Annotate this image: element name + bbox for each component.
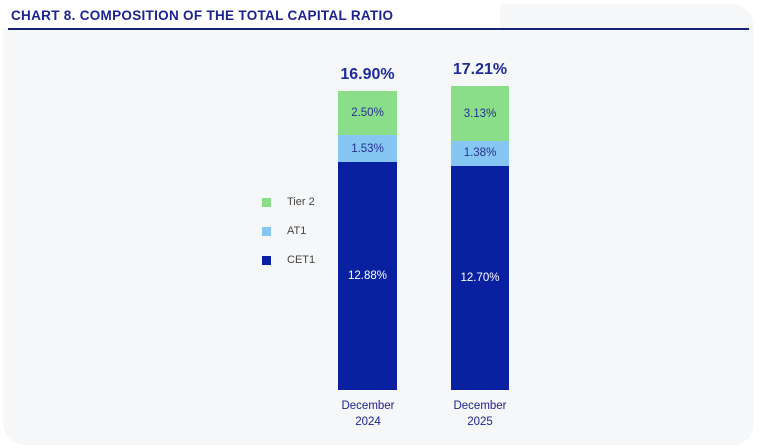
stacked-bar-december-2025: 17.21% 3.13% 1.38% 12.70% xyxy=(451,61,509,390)
at1-value-label: 1.38% xyxy=(463,147,497,160)
tier2-swatch-icon xyxy=(262,197,271,207)
category-year: 2024 xyxy=(355,415,381,428)
category-month: December xyxy=(453,400,507,412)
category-year: 2025 xyxy=(467,415,493,428)
title-background xyxy=(0,4,500,28)
x-axis-label-december-2024: December 2024 xyxy=(323,399,413,430)
legend-item-at1: AT1 xyxy=(262,225,315,237)
legend-item-tier2: Tier 2 xyxy=(262,196,315,208)
tier2-segment: 2.50% xyxy=(338,91,397,136)
chart-title: CHART 8. COMPOSITION OF THE TOTAL CAPITA… xyxy=(11,8,394,23)
cet1-value-label: 12.70% xyxy=(460,271,500,284)
legend-label: AT1 xyxy=(287,225,307,237)
cet1-swatch-icon xyxy=(262,255,271,265)
at1-segment: 1.53% xyxy=(338,135,397,163)
tier2-value-label: 2.50% xyxy=(351,107,384,120)
at1-swatch-icon xyxy=(262,226,271,236)
legend-label: CET1 xyxy=(287,254,316,266)
title-underline xyxy=(8,28,749,30)
x-axis-label-december-2025: December 2025 xyxy=(435,399,525,430)
legend: Tier 2 AT1 CET1 xyxy=(262,196,315,266)
at1-value-label: 1.53% xyxy=(351,142,384,155)
stacked-bar-december-2024: 16.90% 2.50% 1.53% 12.88% xyxy=(338,66,397,390)
total-capital-ratio-label: 17.21% xyxy=(452,60,508,78)
cet1-value-label: 12.88% xyxy=(347,270,387,283)
tier2-segment: 3.13% xyxy=(451,85,509,142)
category-month: December xyxy=(341,400,395,412)
legend-label: Tier 2 xyxy=(287,196,315,208)
tier2-value-label: 3.13% xyxy=(463,107,497,120)
cet1-segment: 12.70% xyxy=(451,165,509,390)
legend-item-cet1: CET1 xyxy=(262,254,315,266)
cet1-segment: 12.88% xyxy=(338,162,397,390)
at1-segment: 1.38% xyxy=(451,141,509,166)
total-capital-ratio-label: 16.90% xyxy=(340,66,395,84)
